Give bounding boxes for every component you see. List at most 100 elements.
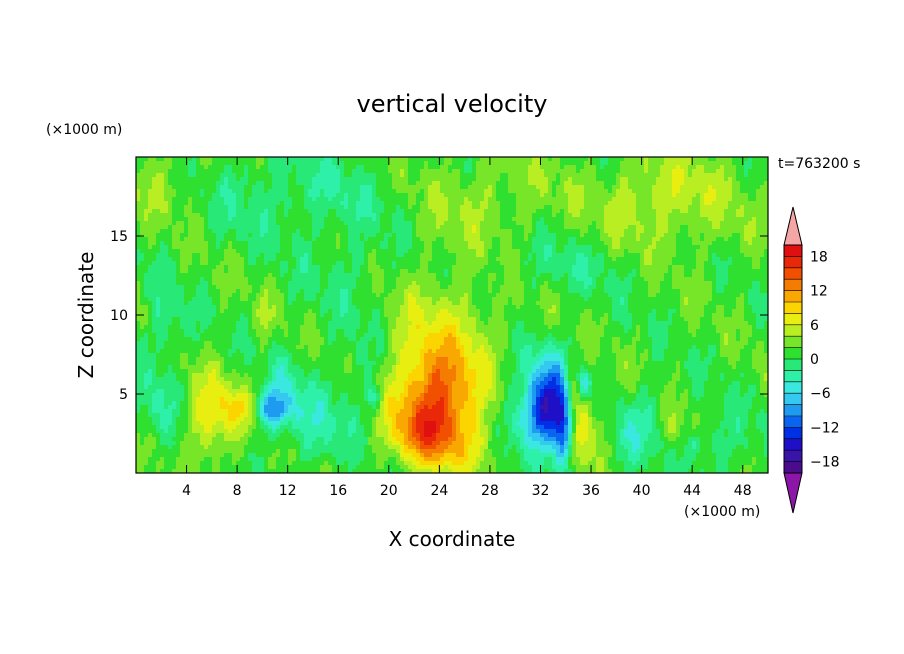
field-cell: [432, 197, 437, 202]
field-cell: [608, 269, 613, 274]
field-cell: [272, 181, 277, 186]
field-cell: [380, 181, 385, 186]
field-cell: [716, 237, 721, 242]
field-cell: [492, 189, 497, 194]
field-cell: [452, 169, 457, 174]
field-cell: [216, 277, 221, 282]
field-cell: [600, 165, 605, 170]
field-cell: [732, 213, 737, 218]
field-cell: [224, 177, 229, 182]
field-cell: [468, 217, 473, 222]
field-cell: [544, 213, 549, 218]
field-cell: [460, 249, 465, 254]
field-cell: [476, 233, 481, 238]
field-cell: [644, 237, 649, 242]
field-cell: [604, 165, 609, 170]
field-cell: [296, 229, 301, 234]
field-cell: [328, 165, 333, 170]
field-cell: [252, 225, 257, 230]
field-cell: [168, 241, 173, 246]
field-cell: [544, 269, 549, 274]
field-cell: [260, 277, 265, 282]
field-cell: [512, 217, 517, 222]
field-cell: [700, 181, 705, 186]
field-cell: [668, 237, 673, 242]
field-cell: [744, 197, 749, 202]
field-cell: [508, 269, 513, 274]
field-cell: [172, 189, 177, 194]
field-cell: [628, 165, 633, 170]
field-cell: [220, 277, 225, 282]
field-cell: [172, 277, 177, 282]
field-cell: [612, 193, 617, 198]
field-cell: [720, 225, 725, 230]
field-cell: [252, 265, 257, 270]
field-cell: [424, 225, 429, 230]
field-cell: [368, 229, 373, 234]
field-cell: [252, 261, 257, 266]
field-cell: [464, 189, 469, 194]
field-cell: [648, 265, 653, 270]
field-cell: [420, 221, 425, 226]
field-cell: [208, 169, 213, 174]
field-cell: [668, 265, 673, 270]
field-cell: [344, 213, 349, 218]
field-cell: [500, 181, 505, 186]
field-cell: [724, 205, 729, 210]
field-cell: [720, 241, 725, 246]
field-cell: [612, 173, 617, 178]
field-cell: [608, 197, 613, 202]
field-cell: [360, 157, 365, 162]
field-cell: [232, 237, 237, 242]
field-cell: [176, 173, 181, 178]
field-cell: [532, 157, 537, 162]
field-cell: [436, 189, 441, 194]
field-cell: [364, 201, 369, 206]
field-cell: [608, 177, 613, 182]
field-cell: [716, 209, 721, 214]
field-cell: [240, 217, 245, 222]
field-cell: [476, 213, 481, 218]
field-cell: [444, 225, 449, 230]
field-cell: [320, 177, 325, 182]
field-cell: [300, 209, 305, 214]
field-cell: [252, 277, 257, 282]
field-cell: [552, 217, 557, 222]
field-cell: [552, 245, 557, 250]
field-cell: [324, 245, 329, 250]
field-cell: [712, 193, 717, 198]
field-cell: [760, 249, 765, 254]
field-cell: [604, 205, 609, 210]
field-cell: [676, 201, 681, 206]
field-cell: [428, 201, 433, 206]
field-cell: [392, 261, 397, 266]
field-cell: [456, 161, 461, 166]
field-cell: [320, 197, 325, 202]
field-cell: [160, 197, 165, 202]
field-cell: [624, 249, 629, 254]
field-cell: [732, 169, 737, 174]
field-cell: [608, 221, 613, 226]
field-cell: [260, 161, 265, 166]
field-cell: [272, 185, 277, 190]
field-cell: [544, 277, 549, 282]
field-cell: [408, 233, 413, 238]
field-cell: [624, 277, 629, 282]
field-cell: [588, 189, 593, 194]
field-cell: [756, 265, 761, 270]
field-cell: [472, 221, 477, 226]
field-cell: [336, 177, 341, 182]
field-cell: [216, 245, 221, 250]
field-cell: [372, 209, 377, 214]
field-cell: [556, 185, 561, 190]
field-cell: [536, 173, 541, 178]
field-cell: [244, 165, 249, 170]
field-cell: [316, 249, 321, 254]
field-cell: [356, 161, 361, 166]
field-cell: [580, 273, 585, 278]
field-cell: [384, 173, 389, 178]
field-cell: [720, 265, 725, 270]
field-cell: [744, 213, 749, 218]
field-cell: [340, 269, 345, 274]
field-cell: [440, 181, 445, 186]
